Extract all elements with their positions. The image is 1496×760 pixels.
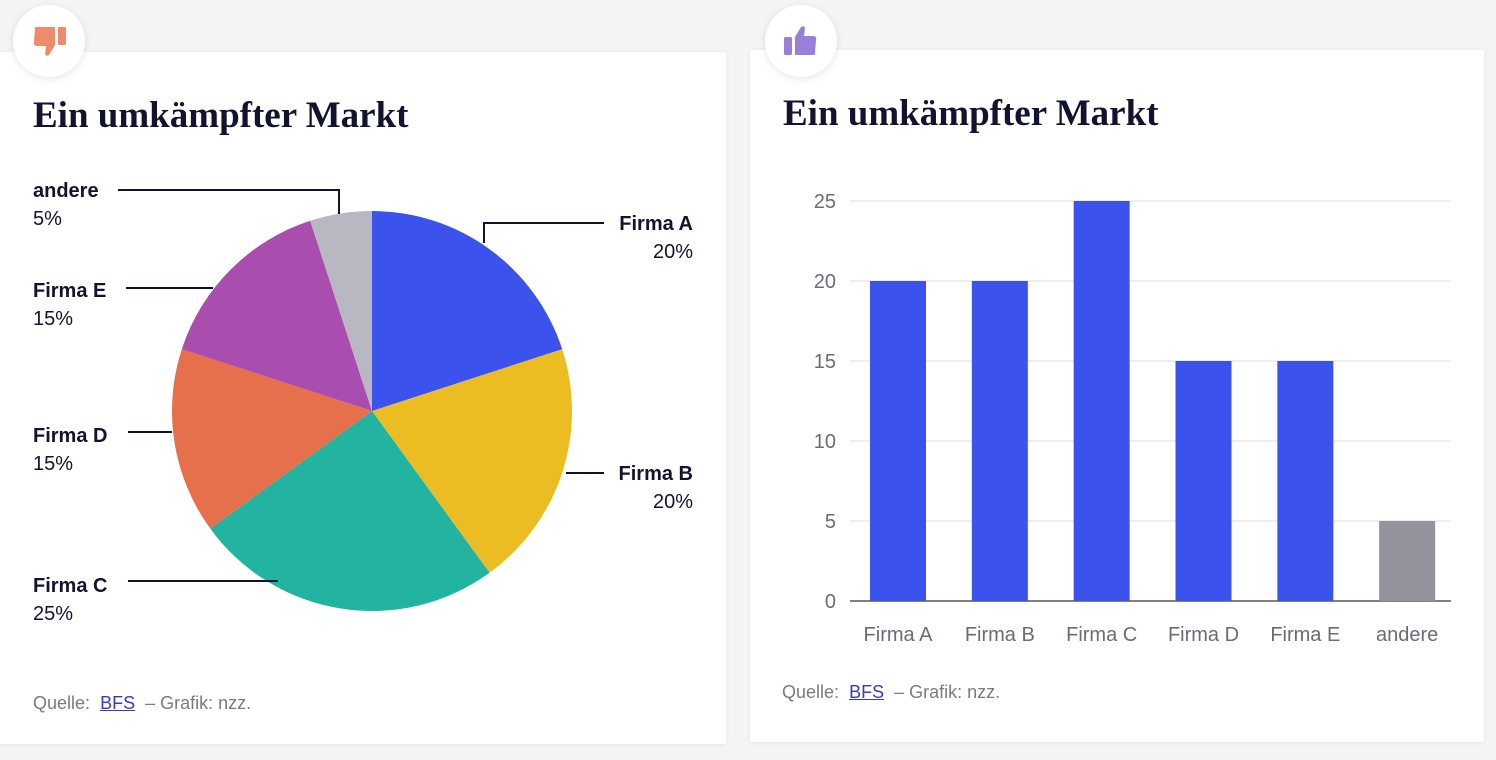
thumbs-down-icon: [33, 27, 66, 56]
bar-firma-a: [870, 281, 926, 601]
pie-label-firma-d: Firma D: [33, 425, 107, 447]
bar-firma-d: [1175, 361, 1232, 601]
pie-label-andere: andere: [33, 180, 99, 202]
bar-firma-e: [1277, 361, 1334, 601]
pie-value-label-andere: 5%: [33, 208, 62, 230]
pie-chart-title: Ein umkämpfter Markt: [33, 95, 409, 136]
pie-slice-andere: [310, 211, 372, 411]
x-tick-label-firma-d: Firma D: [1168, 624, 1239, 646]
thumbs-down-badge: [13, 5, 85, 77]
pie-value-label-firma-c: 25%: [33, 603, 73, 625]
pie-value-label-firma-d: 15%: [33, 453, 73, 475]
source-prefix: Quelle:: [782, 682, 840, 702]
y-tick-label: 0: [825, 591, 836, 613]
pie-chart-source: Quelle: BFS – Grafik: nzz.: [33, 693, 251, 714]
bar-firma-c: [1073, 201, 1130, 601]
y-tick-label: 5: [825, 511, 836, 533]
pie-slice-firma-c: [210, 411, 490, 611]
x-tick-label-firma-c: Firma C: [1066, 624, 1137, 646]
source-link-bfs[interactable]: BFS: [100, 693, 136, 713]
x-tick-label-andere: andere: [1376, 624, 1438, 646]
pie-value-label-firma-e: 15%: [33, 308, 73, 330]
pie-chart: Firma A 20% Firma B 20% Firma C 25% Firma D 15%…: [33, 180, 693, 625]
pie-slice-firma-a: [372, 211, 563, 411]
pie-label-firma-c: Firma C: [33, 575, 107, 597]
pie-value-label-firma-a: 20%: [653, 241, 693, 263]
source-prefix: Quelle:: [33, 693, 91, 713]
x-tick-label-firma-e: Firma E: [1270, 624, 1340, 646]
pie-label-firma-e: Firma E: [33, 280, 106, 302]
pie-label-firma-b: Firma B: [619, 463, 693, 485]
pie-leader-line-firma-a: [483, 222, 604, 243]
pie-label-firma-a: Firma A: [619, 213, 693, 235]
bar-andere: [1379, 521, 1436, 601]
bar-chart: 0 5 10 15 20 25 Firma A Firma B Firma C Firma D Fi…: [814, 191, 1451, 646]
y-tick-label: 10: [814, 431, 836, 453]
thumbs-up-icon: [784, 26, 817, 55]
y-tick-label: 25: [814, 191, 836, 213]
pie-slice-firma-b: [372, 349, 573, 573]
source-suffix: – Grafik: nzz.: [145, 693, 252, 713]
bar-firma-b: [971, 281, 1028, 601]
x-tick-label-firma-b: Firma B: [965, 624, 1035, 646]
pie-value-label-firma-b: 20%: [653, 491, 693, 513]
x-tick-label-firma-a: Firma A: [864, 624, 934, 646]
thumbs-up-badge: [765, 5, 837, 77]
source-link-bfs[interactable]: BFS: [849, 682, 885, 702]
pie-slice-firma-e: [181, 220, 372, 411]
y-tick-label: 20: [814, 271, 836, 293]
source-suffix: – Grafik: nzz.: [894, 682, 1001, 702]
bar-chart-title: Ein umkämpfter Markt: [783, 93, 1159, 134]
pie-leader-line-andere: [118, 189, 340, 214]
pie-slice-firma-d: [171, 349, 372, 529]
bar-chart-source: Quelle: BFS – Grafik: nzz.: [782, 682, 1000, 703]
y-tick-label: 15: [814, 351, 836, 373]
